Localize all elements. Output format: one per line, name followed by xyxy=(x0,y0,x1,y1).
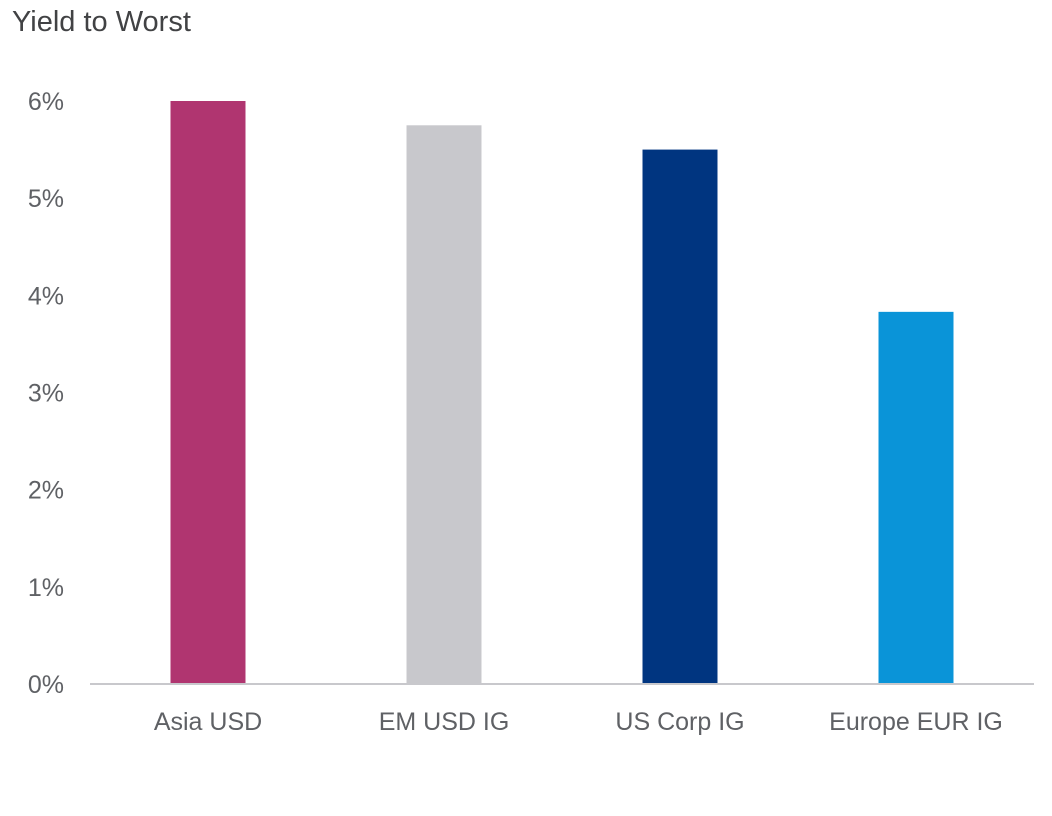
x-category-label: Europe EUR IG xyxy=(829,708,1003,736)
bar xyxy=(170,101,246,684)
chart-title: Yield to Worst xyxy=(12,6,191,38)
y-tick-label: 6% xyxy=(28,88,64,116)
x-category-label: Asia USD xyxy=(154,708,262,736)
x-axis-categories: Asia USD EM USD IG US Corp IG Europe EUR IG xyxy=(154,708,1003,736)
y-tick-label: 0% xyxy=(28,671,64,699)
y-axis-ticks: 0% 1% 2% 3% 4% 5% 6% xyxy=(28,88,64,699)
bar xyxy=(878,311,954,684)
y-tick-label: 5% xyxy=(28,185,64,213)
y-tick-label: 4% xyxy=(28,282,64,310)
y-tick-label: 3% xyxy=(28,380,64,408)
bar xyxy=(642,149,718,685)
bars xyxy=(170,101,954,685)
x-category-label: US Corp IG xyxy=(615,708,744,736)
bar xyxy=(406,125,482,684)
y-tick-label: 2% xyxy=(28,477,64,505)
y-tick-label: 1% xyxy=(28,574,64,602)
x-category-label: EM USD IG xyxy=(379,708,510,736)
